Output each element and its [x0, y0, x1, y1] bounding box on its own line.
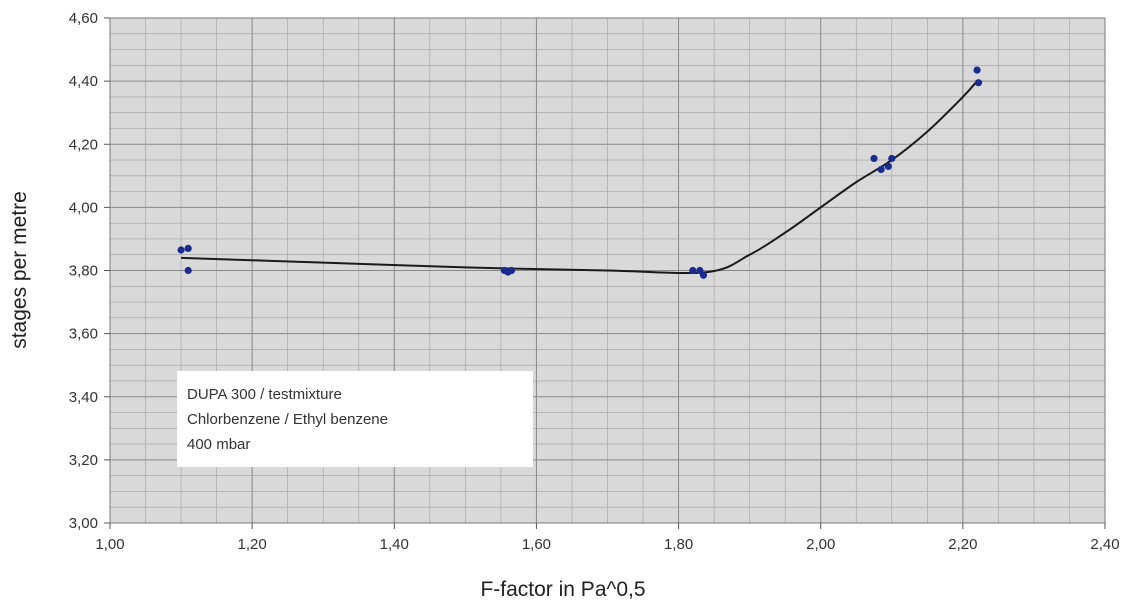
y-tick-label: 4,00	[69, 199, 98, 216]
annotation-background	[177, 371, 533, 467]
y-tick-label: 3,20	[69, 452, 98, 469]
x-tick-label: 2,00	[806, 536, 835, 553]
data-point	[184, 266, 192, 275]
fit-line	[181, 80, 978, 275]
x-tick-label: 1,40	[380, 536, 409, 553]
x-axis-label: F-factor in Pa^0,5	[480, 578, 645, 601]
data-point	[177, 246, 185, 254]
data-point	[973, 66, 981, 74]
x-tick-label: 2,40	[1090, 536, 1119, 553]
y-tick-label: 3,60	[69, 326, 98, 343]
x-tick-label: 1,60	[522, 536, 551, 553]
annotation-box: DUPA 300 / testmixture Chlorbenzene / Et…	[177, 371, 533, 467]
data-points	[177, 66, 983, 279]
data-point	[184, 244, 192, 253]
y-tick-label: 4,60	[69, 10, 98, 27]
annotation-line-2: Chlorbenzene / Ethyl benzene	[187, 411, 388, 428]
annotation-line-3: 400 mbar	[187, 436, 250, 453]
x-tick-label: 2,20	[948, 536, 977, 553]
x-tick-label: 1,20	[238, 536, 267, 553]
y-tick-label: 3,40	[69, 389, 98, 406]
y-axis-ticks: 3,00 3,20 3,40 3,60 3,80 4,00 4,20 4,40 4,60	[69, 10, 110, 532]
x-axis-ticks: 1,00 1,20 1,40 1,60 1,80 2,00 2,20 2,40	[95, 523, 1120, 553]
data-point	[699, 271, 708, 279]
data-point	[884, 162, 892, 170]
data-point	[877, 165, 885, 174]
y-tick-label: 3,00	[69, 515, 98, 532]
y-tick-label: 3,80	[69, 263, 98, 280]
data-point	[507, 266, 516, 275]
data-point	[689, 266, 697, 275]
annotation-line-1: DUPA 300 / testmixture	[187, 386, 342, 403]
data-point	[870, 154, 878, 163]
data-point	[888, 154, 896, 163]
data-point	[974, 79, 983, 87]
x-tick-label: 1,80	[664, 536, 693, 553]
y-tick-label: 4,40	[69, 73, 98, 90]
x-tick-label: 1,00	[95, 536, 124, 553]
y-tick-label: 4,20	[69, 136, 98, 153]
y-axis-label: stages per metre	[8, 191, 31, 349]
